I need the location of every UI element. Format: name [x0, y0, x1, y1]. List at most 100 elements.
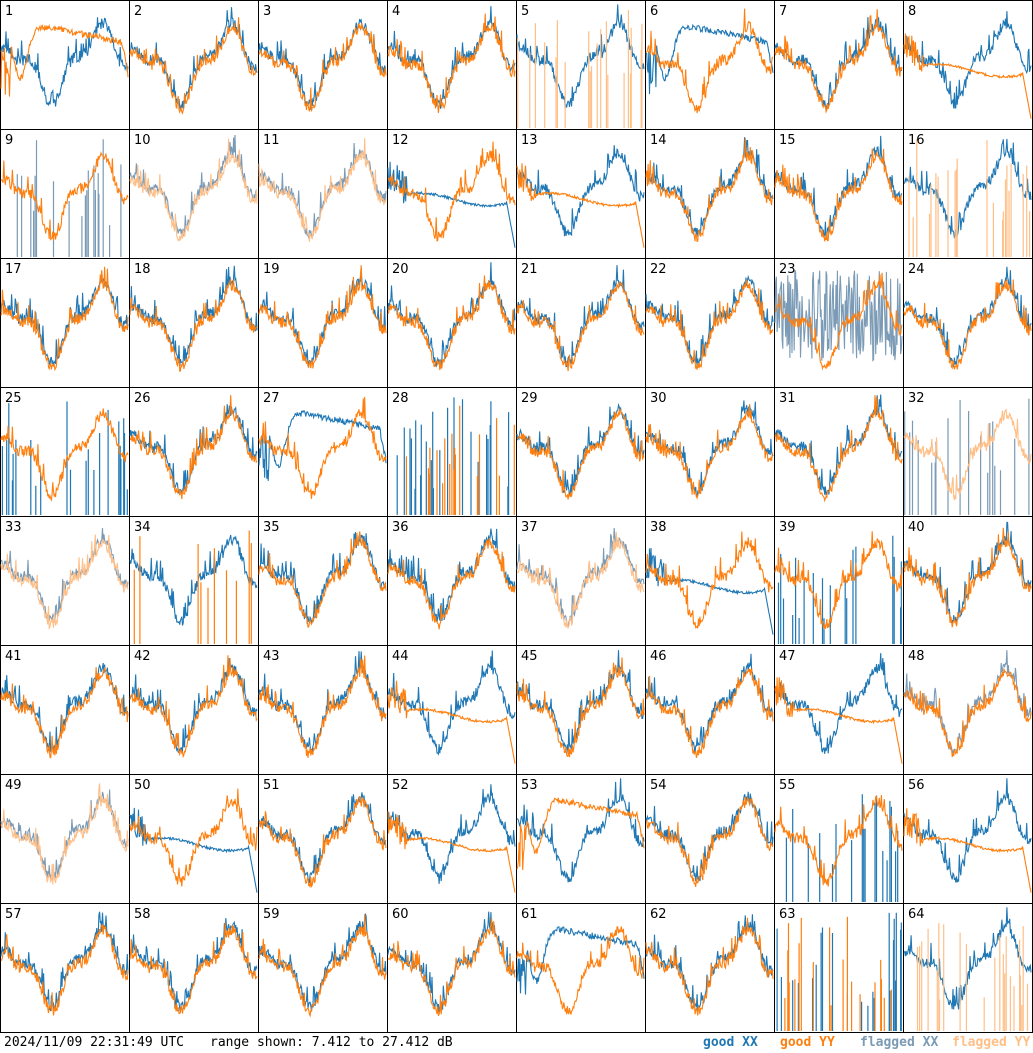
panel-label: 41	[5, 649, 22, 664]
series-good-xx	[387, 6, 516, 109]
series-good-yy	[0, 924, 129, 1016]
panel-label: 55	[779, 778, 796, 793]
panel-54: 54	[645, 774, 775, 904]
panel-19: 19	[258, 258, 388, 388]
panel-frame	[516, 516, 646, 646]
panel-label: 26	[134, 391, 151, 406]
panel-label: 16	[908, 133, 925, 148]
panel-label: 54	[650, 778, 667, 793]
panel-label: 45	[521, 649, 538, 664]
panel-24: 24	[903, 258, 1033, 388]
series-good-yy	[645, 668, 774, 759]
panel-frame	[0, 387, 130, 517]
series-good-xx	[645, 653, 774, 754]
series-good-yy	[258, 265, 387, 369]
series-good-yy	[774, 9, 903, 114]
series-good-xx	[516, 926, 645, 995]
series-good-yy	[903, 32, 1032, 119]
panel-8: 8	[903, 0, 1033, 130]
series-good-yy	[387, 811, 516, 893]
series-good-yy	[516, 657, 645, 758]
series-good-yy	[387, 13, 516, 114]
panel-38: 38	[645, 516, 775, 646]
series-good-xx	[129, 807, 258, 893]
panel-label: 38	[650, 520, 667, 535]
series-good-xx	[903, 138, 1032, 239]
series-good-xx	[387, 650, 516, 756]
series-good-xx	[258, 651, 387, 753]
panel-label: 34	[134, 520, 151, 535]
legend-good-yy: good YY	[780, 1035, 835, 1050]
series-flagged-xx	[904, 398, 1030, 515]
series-flagged-yy	[916, 923, 1029, 1031]
series-good-xx	[645, 137, 774, 238]
series-good-yy	[774, 677, 903, 764]
panel-51: 51	[258, 774, 388, 904]
panel-41: 41	[0, 645, 130, 775]
series-flagged-xx	[16, 139, 122, 257]
series-good-yy	[129, 277, 258, 372]
panel-frame	[0, 903, 130, 1033]
panel-label: 40	[908, 520, 925, 535]
series-good-yy	[516, 407, 645, 500]
panel-label: 2	[134, 4, 142, 19]
panel-label: 18	[134, 262, 151, 277]
panel-60: 60	[387, 903, 517, 1033]
panel-59: 59	[258, 903, 388, 1033]
panel-label: 14	[650, 133, 667, 148]
panel-45: 45	[516, 645, 646, 775]
panel-1: 1	[0, 0, 130, 130]
series-good-xx	[645, 547, 774, 635]
series-good-yy	[645, 796, 774, 888]
panel-frame	[774, 387, 904, 517]
panel-label: 33	[5, 520, 22, 535]
series-good-yy	[258, 655, 387, 758]
series-flagged-xx	[129, 134, 258, 238]
panel-58: 58	[129, 903, 259, 1033]
panel-label: 48	[908, 649, 925, 664]
panel-label: 19	[263, 262, 280, 277]
panel-label: 53	[521, 778, 538, 793]
panel-52: 52	[387, 774, 517, 904]
panel-29: 29	[516, 387, 646, 517]
series-good-yy	[133, 530, 252, 644]
legend-good-xx: good XX	[703, 1035, 758, 1050]
panel-44: 44	[387, 645, 517, 775]
footer: 2024/11/09 22:31:49 UTC range shown: 7.4…	[0, 1033, 1033, 1053]
series-good-xx	[1, 401, 128, 515]
panel-frame	[258, 387, 388, 517]
panel-label: 28	[392, 391, 409, 406]
series-good-yy	[258, 396, 387, 499]
series-good-yy	[0, 24, 129, 97]
panel-22: 22	[645, 258, 775, 388]
series-good-xx	[387, 784, 516, 884]
series-good-yy	[645, 8, 774, 114]
panel-6: 6	[645, 0, 775, 130]
series-good-yy	[774, 272, 903, 371]
panel-43: 43	[258, 645, 388, 775]
panel-label: 62	[650, 907, 667, 922]
panel-64: 64	[903, 903, 1033, 1033]
panel-label: 8	[908, 4, 916, 19]
panel-7: 7	[774, 0, 904, 130]
panel-label: 3	[263, 4, 271, 19]
panel-55: 55	[774, 774, 904, 904]
panel-frame	[903, 516, 1033, 646]
panel-42: 42	[129, 645, 259, 775]
panel-label: 56	[908, 778, 925, 793]
panel-18: 18	[129, 258, 259, 388]
panel-label: 63	[779, 907, 796, 922]
series-flagged-yy	[0, 783, 129, 885]
series-good-yy	[387, 141, 516, 242]
panel-label: 58	[134, 907, 151, 922]
panel-frame	[129, 516, 259, 646]
series-good-yy	[784, 916, 892, 1031]
series-good-yy	[0, 667, 129, 759]
panel-10: 10	[129, 129, 259, 259]
series-good-xx	[129, 265, 258, 366]
panel-label: 59	[263, 907, 280, 922]
series-flagged-yy	[903, 409, 1032, 501]
series-flagged-yy	[258, 138, 387, 243]
panel-14: 14	[645, 129, 775, 259]
panel-frame	[516, 774, 646, 904]
